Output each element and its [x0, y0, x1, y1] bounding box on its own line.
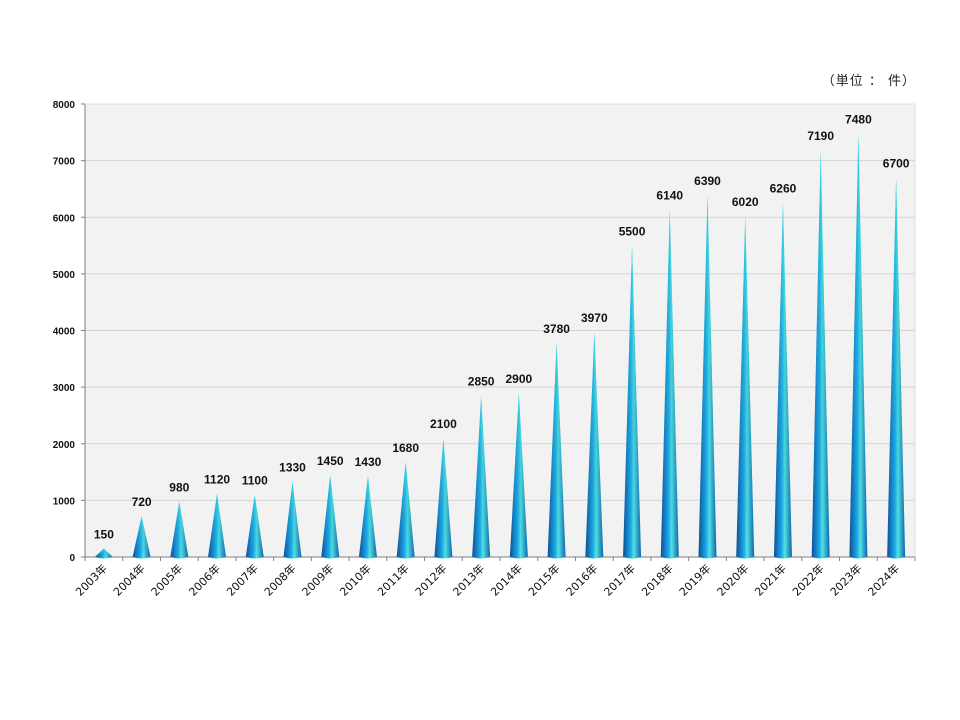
x-tick-label: 2012年 [412, 561, 449, 598]
data-label: 1680 [392, 441, 419, 455]
bar-highlight [698, 195, 717, 559]
x-tick-label: 2020年 [714, 561, 751, 598]
x-tick-label: 2018年 [638, 561, 675, 598]
y-tick-label: 1000 [53, 496, 76, 507]
data-label: 6700 [883, 157, 910, 171]
data-label: 6260 [770, 182, 797, 196]
data-label: 980 [169, 481, 189, 495]
x-tick-label: 2024年 [865, 561, 902, 598]
bar-highlight [170, 501, 189, 559]
y-tick-label: 2000 [53, 440, 76, 451]
bar-highlight [396, 461, 415, 559]
bar-highlight [849, 133, 868, 559]
data-label: 1100 [242, 474, 268, 488]
data-label: 2850 [468, 375, 495, 389]
bar-highlight [660, 209, 679, 559]
data-label: 3970 [581, 311, 608, 325]
data-label: 1330 [279, 461, 306, 475]
bar-highlight [245, 494, 264, 559]
data-label: 2100 [430, 417, 457, 431]
x-tick-label: 2019年 [676, 561, 713, 598]
x-tick-label: 2003年 [73, 561, 110, 598]
x-tick-label: 2023年 [827, 561, 864, 598]
data-label: 720 [132, 495, 152, 509]
x-tick-label: 2009年 [299, 561, 336, 598]
bars [94, 133, 906, 559]
y-tick-label: 0 [69, 553, 75, 564]
bar-highlight [773, 202, 792, 559]
data-label: 1450 [317, 454, 344, 468]
bar-highlight [283, 481, 302, 559]
data-label: 1120 [204, 473, 230, 487]
x-tick-label: 2004年 [110, 561, 147, 598]
data-label: 7190 [807, 129, 834, 143]
x-tick-label: 2017年 [601, 561, 638, 598]
y-tick-label: 4000 [53, 327, 76, 338]
data-labels: 150 720 980 1120 1100 1330 1450 1430 1680 2100 285… [94, 112, 910, 541]
y-tick-label: 6000 [53, 213, 76, 224]
x-tick-label: 2005年 [148, 561, 185, 598]
bar-highlight [208, 493, 227, 559]
bar-highlight [434, 438, 453, 559]
y-tick-label: 7000 [53, 157, 76, 168]
y-tick-label: 3000 [53, 383, 76, 394]
bar-highlight [509, 392, 528, 559]
data-label: 7480 [845, 112, 872, 126]
x-tick-label: 2016年 [563, 561, 600, 598]
bar-highlight [811, 149, 830, 559]
bar-highlight [887, 177, 906, 559]
bar-highlight [472, 395, 491, 559]
x-tick-label: 2013年 [450, 561, 487, 598]
bar-highlight [321, 474, 340, 559]
bar-highlight [358, 476, 377, 559]
bar-highlight [547, 342, 566, 559]
x-tick-label: 2007年 [223, 561, 260, 598]
bar-highlight [132, 516, 151, 559]
x-tick-label: 2010年 [337, 561, 374, 598]
x-tick-label: 2021年 [752, 561, 789, 598]
data-label: 6140 [656, 188, 683, 202]
bar-highlight [94, 548, 113, 559]
y-tick-label: 8000 [53, 100, 76, 111]
bar-highlight [585, 332, 604, 559]
data-label: 150 [94, 528, 114, 542]
x-tick-label: 2006年 [186, 561, 223, 598]
data-label: 6020 [732, 195, 759, 209]
data-label: 6390 [694, 174, 721, 188]
x-tick-label: 2022年 [789, 561, 826, 598]
data-label: 5500 [619, 225, 646, 239]
x-tick-label: 2011年 [374, 561, 411, 598]
bar-highlight [736, 216, 755, 559]
data-label: 3780 [543, 322, 570, 336]
x-tick-label: 2008年 [261, 561, 298, 598]
x-tick-label: 2015年 [525, 561, 562, 598]
data-label: 2900 [506, 372, 533, 386]
unit-label: （単位 ： 件） [821, 74, 916, 89]
x-tick-label: 2014年 [488, 561, 525, 598]
data-label: 1430 [355, 455, 382, 469]
y-tick-label: 5000 [53, 270, 76, 281]
bar-highlight [623, 245, 642, 559]
